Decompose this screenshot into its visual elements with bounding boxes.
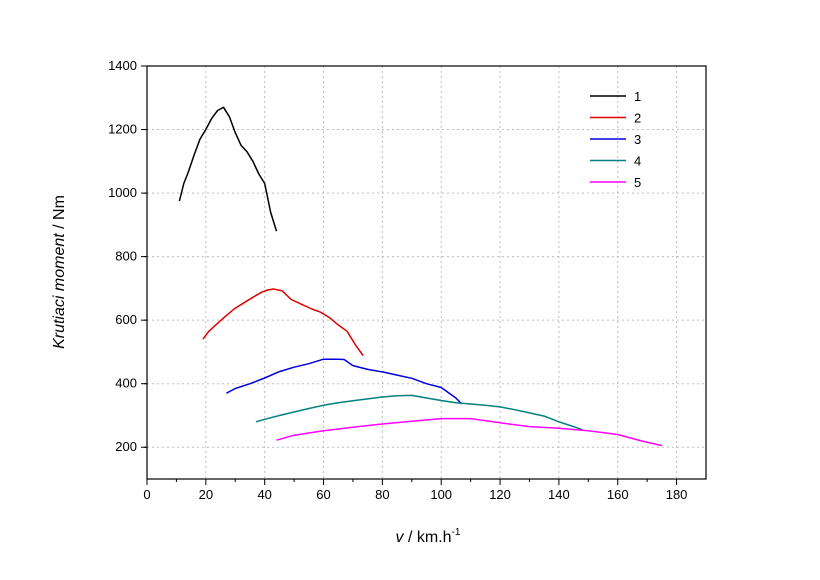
- y-tick-label: 600: [115, 312, 137, 327]
- x-tick-label: 40: [257, 487, 271, 502]
- legend-label-2: 2: [634, 111, 641, 126]
- y-axis-title-unit: / Nm: [51, 195, 68, 233]
- x-tick-label: 160: [607, 487, 629, 502]
- x-tick-label: 80: [375, 487, 389, 502]
- legend-label-4: 4: [634, 154, 641, 169]
- series-layer: [178, 106, 663, 447]
- series-line-4: [255, 394, 583, 431]
- x-tick-label: 120: [489, 487, 511, 502]
- plot-frame: [146, 65, 707, 480]
- y-axis-title-italic: Krutiaci moment: [51, 233, 68, 349]
- x-axis-title: v / km.h-1: [396, 527, 461, 546]
- y-tick-label: 1000: [108, 185, 137, 200]
- y-tick-label: 800: [115, 249, 137, 264]
- y-tick-label: 200: [115, 439, 137, 454]
- legend-label-3: 3: [634, 132, 641, 147]
- y-tick-label: 400: [115, 376, 137, 391]
- x-tick-label: 140: [548, 487, 570, 502]
- series-line-3: [226, 358, 463, 405]
- x-axis-title-exponent: -1: [452, 527, 461, 538]
- x-axis-title-unit: / km.h: [404, 529, 452, 546]
- series-line-5: [276, 417, 663, 447]
- grid-layer: [147, 66, 706, 479]
- legend: 1 2 3 4 5: [590, 89, 641, 190]
- x-axis-title-variable: v: [396, 529, 405, 546]
- x-tick-label: 60: [316, 487, 330, 502]
- x-tick-label: 180: [666, 487, 688, 502]
- tick-layer: 0 20 40 60 80 100 120 140 160 180 200 400 600 800 1000…: [108, 58, 687, 502]
- legend-label-5: 5: [634, 175, 641, 190]
- legend-label-1: 1: [634, 89, 641, 104]
- series-line-1: [178, 106, 278, 232]
- x-tick-label: 100: [430, 487, 452, 502]
- y-tick-label: 1400: [108, 58, 137, 73]
- y-tick-label: 1200: [108, 122, 137, 137]
- x-tick-label: 0: [143, 487, 150, 502]
- y-axis-title: Krutiaci moment / Nm: [51, 195, 68, 349]
- x-tick-label: 20: [199, 487, 213, 502]
- series-line-2: [202, 288, 364, 357]
